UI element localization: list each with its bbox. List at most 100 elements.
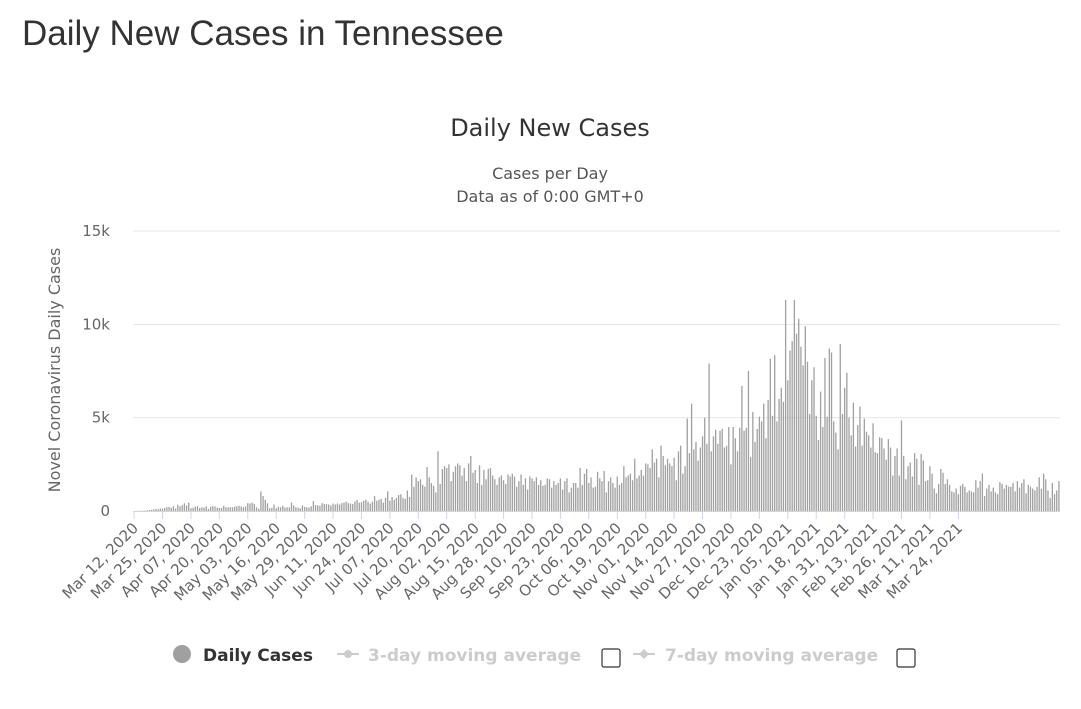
bar[interactable] — [655, 458, 658, 511]
bar[interactable] — [607, 481, 610, 511]
bar[interactable] — [181, 505, 183, 511]
bar[interactable] — [275, 508, 277, 511]
bar[interactable] — [432, 485, 435, 511]
bar[interactable] — [804, 326, 806, 511]
bar[interactable] — [878, 437, 881, 511]
checkbox-3-day-moving-average[interactable] — [601, 648, 621, 668]
bar[interactable] — [553, 481, 555, 511]
bar[interactable] — [205, 506, 207, 511]
bar[interactable] — [756, 428, 758, 511]
bar[interactable] — [336, 503, 339, 511]
bar[interactable] — [811, 380, 813, 511]
bar[interactable] — [535, 477, 538, 511]
bar[interactable] — [813, 367, 815, 511]
bar[interactable] — [1029, 486, 1032, 511]
bar[interactable] — [588, 483, 590, 511]
bar[interactable] — [653, 462, 656, 511]
bar[interactable] — [266, 503, 269, 511]
bar[interactable] — [529, 476, 531, 511]
bar[interactable] — [913, 453, 916, 511]
bar[interactable] — [885, 459, 887, 511]
bar[interactable] — [673, 457, 675, 511]
bar[interactable] — [634, 458, 636, 511]
bar[interactable] — [531, 478, 533, 511]
bar[interactable] — [970, 491, 973, 511]
bar[interactable] — [295, 507, 297, 511]
bar[interactable] — [551, 487, 553, 511]
bar[interactable] — [754, 441, 756, 511]
bar[interactable] — [1005, 484, 1008, 511]
bar[interactable] — [349, 503, 352, 511]
bar[interactable] — [898, 475, 900, 511]
bar[interactable] — [699, 447, 701, 511]
bar[interactable] — [373, 496, 376, 511]
checkbox-7-day-moving-average[interactable] — [896, 648, 916, 668]
bar[interactable] — [332, 503, 334, 511]
bar[interactable] — [338, 504, 341, 511]
bar[interactable] — [251, 502, 253, 511]
bar[interactable] — [465, 481, 468, 511]
bar[interactable] — [745, 427, 747, 511]
bar[interactable] — [690, 403, 693, 511]
bar[interactable] — [533, 481, 535, 511]
bar[interactable] — [1001, 483, 1003, 511]
bar[interactable] — [268, 508, 271, 511]
bar[interactable] — [1042, 473, 1045, 511]
bar[interactable] — [457, 463, 459, 511]
bar[interactable] — [526, 489, 529, 511]
bar[interactable] — [1032, 488, 1034, 511]
bar[interactable] — [839, 343, 841, 511]
bar[interactable] — [774, 355, 776, 511]
bar[interactable] — [360, 502, 363, 511]
bar[interactable] — [220, 507, 223, 511]
bar[interactable] — [640, 469, 642, 511]
bar[interactable] — [537, 484, 540, 511]
bar[interactable] — [478, 465, 481, 511]
bar[interactable] — [347, 503, 350, 511]
bar[interactable] — [590, 477, 592, 511]
bar[interactable] — [618, 484, 621, 511]
bar[interactable] — [986, 488, 988, 511]
bar[interactable] — [467, 463, 470, 511]
bar[interactable] — [736, 451, 739, 511]
bar[interactable] — [502, 480, 505, 511]
bar[interactable] — [494, 479, 496, 511]
bar[interactable] — [918, 484, 920, 511]
bar[interactable] — [798, 318, 800, 511]
bar[interactable] — [975, 480, 977, 511]
bar[interactable] — [728, 427, 730, 511]
bar[interactable] — [146, 510, 148, 511]
bar[interactable] — [159, 508, 161, 511]
bar[interactable] — [177, 504, 179, 511]
bar[interactable] — [185, 505, 188, 511]
bar[interactable] — [382, 502, 384, 511]
bar[interactable] — [157, 509, 159, 511]
bar[interactable] — [758, 416, 761, 511]
bar[interactable] — [769, 358, 771, 511]
bar[interactable] — [848, 417, 850, 511]
bar[interactable] — [365, 499, 367, 511]
bar[interactable] — [966, 492, 968, 511]
bar[interactable] — [739, 427, 741, 511]
bar[interactable] — [843, 387, 846, 511]
bar[interactable] — [577, 487, 579, 511]
bar[interactable] — [1045, 479, 1047, 511]
bar[interactable] — [500, 475, 503, 511]
bar[interactable] — [155, 508, 157, 511]
bar[interactable] — [881, 438, 883, 511]
bar[interactable] — [343, 502, 345, 511]
bar[interactable] — [819, 391, 822, 511]
bar[interactable] — [837, 449, 839, 511]
bar[interactable] — [977, 487, 979, 511]
bar[interactable] — [225, 507, 227, 511]
bar[interactable] — [166, 507, 168, 511]
bar[interactable] — [371, 501, 374, 511]
bar[interactable] — [907, 466, 909, 511]
bar[interactable] — [1040, 488, 1043, 511]
bar[interactable] — [924, 481, 927, 511]
bar[interactable] — [216, 507, 218, 511]
bar[interactable] — [1036, 486, 1038, 511]
bar[interactable] — [325, 504, 328, 511]
bar[interactable] — [749, 456, 752, 511]
bar[interactable] — [448, 464, 450, 511]
